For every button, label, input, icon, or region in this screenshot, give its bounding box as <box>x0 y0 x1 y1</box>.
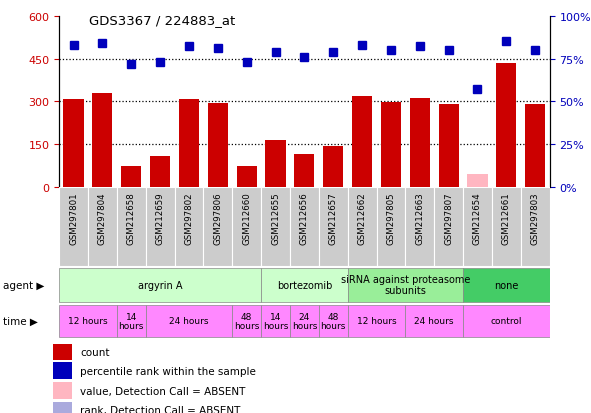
Text: GDS3367 / 224883_at: GDS3367 / 224883_at <box>89 14 235 27</box>
Text: GSM297805: GSM297805 <box>387 192 395 244</box>
FancyBboxPatch shape <box>59 188 88 266</box>
FancyBboxPatch shape <box>261 188 290 266</box>
Text: value, Detection Call = ABSENT: value, Detection Call = ABSENT <box>80 386 245 396</box>
FancyBboxPatch shape <box>232 305 261 337</box>
Bar <box>207 104 228 188</box>
Text: rank, Detection Call = ABSENT: rank, Detection Call = ABSENT <box>80 405 241 413</box>
Text: GSM212661: GSM212661 <box>502 192 511 244</box>
FancyBboxPatch shape <box>348 268 463 302</box>
FancyBboxPatch shape <box>463 188 492 266</box>
FancyBboxPatch shape <box>88 188 117 266</box>
FancyBboxPatch shape <box>261 305 290 337</box>
Bar <box>410 99 430 188</box>
Text: 48
hours: 48 hours <box>320 312 346 330</box>
Text: 24
hours: 24 hours <box>292 312 317 330</box>
Text: 24 hours: 24 hours <box>414 317 454 325</box>
Text: none: none <box>494 280 518 290</box>
Text: GSM297802: GSM297802 <box>184 192 193 244</box>
FancyBboxPatch shape <box>492 188 521 266</box>
FancyBboxPatch shape <box>117 305 145 337</box>
Text: 14
hours: 14 hours <box>119 312 144 330</box>
FancyBboxPatch shape <box>319 188 348 266</box>
Text: agent ▶: agent ▶ <box>3 280 44 290</box>
Text: 48
hours: 48 hours <box>234 312 259 330</box>
Text: GSM212657: GSM212657 <box>329 192 337 244</box>
Bar <box>236 166 256 188</box>
FancyBboxPatch shape <box>463 305 550 337</box>
Text: GSM212655: GSM212655 <box>271 192 280 244</box>
Text: GSM297801: GSM297801 <box>69 192 78 244</box>
Text: GSM212662: GSM212662 <box>358 192 366 244</box>
Text: GSM212658: GSM212658 <box>126 192 136 244</box>
Bar <box>323 147 343 188</box>
FancyBboxPatch shape <box>290 188 319 266</box>
Bar <box>92 94 112 188</box>
Text: siRNA against proteasome
subunits: siRNA against proteasome subunits <box>340 274 470 296</box>
Text: count: count <box>80 347 109 357</box>
Bar <box>53 402 72 413</box>
Text: GSM212660: GSM212660 <box>242 192 251 244</box>
FancyBboxPatch shape <box>145 305 232 337</box>
FancyBboxPatch shape <box>290 305 319 337</box>
FancyBboxPatch shape <box>117 188 145 266</box>
Bar <box>496 64 517 188</box>
Text: GSM212656: GSM212656 <box>300 192 309 244</box>
FancyBboxPatch shape <box>405 305 463 337</box>
Bar <box>53 382 72 399</box>
FancyBboxPatch shape <box>405 188 434 266</box>
FancyBboxPatch shape <box>59 305 117 337</box>
FancyBboxPatch shape <box>203 188 232 266</box>
Text: 12 hours: 12 hours <box>357 317 397 325</box>
Bar <box>121 166 141 188</box>
Text: control: control <box>491 317 522 325</box>
Text: 12 hours: 12 hours <box>68 317 108 325</box>
Bar <box>439 104 459 188</box>
Bar <box>53 344 72 360</box>
FancyBboxPatch shape <box>521 188 550 266</box>
Bar <box>53 363 72 379</box>
Text: GSM297803: GSM297803 <box>531 192 540 244</box>
Text: GSM297807: GSM297807 <box>444 192 453 244</box>
Text: bortezomib: bortezomib <box>277 280 332 290</box>
Text: percentile rank within the sample: percentile rank within the sample <box>80 366 256 375</box>
FancyBboxPatch shape <box>463 268 550 302</box>
FancyBboxPatch shape <box>348 188 376 266</box>
Text: GSM297806: GSM297806 <box>213 192 222 244</box>
FancyBboxPatch shape <box>145 188 174 266</box>
Bar <box>265 141 285 188</box>
Text: 24 hours: 24 hours <box>169 317 209 325</box>
Bar <box>63 100 84 188</box>
FancyBboxPatch shape <box>376 188 405 266</box>
FancyBboxPatch shape <box>59 268 261 302</box>
Bar <box>381 103 401 188</box>
Bar <box>150 157 170 188</box>
FancyBboxPatch shape <box>319 305 348 337</box>
Text: 14
hours: 14 hours <box>263 312 288 330</box>
FancyBboxPatch shape <box>434 188 463 266</box>
Text: GSM212659: GSM212659 <box>155 192 164 244</box>
FancyBboxPatch shape <box>232 188 261 266</box>
Text: GSM212654: GSM212654 <box>473 192 482 244</box>
Bar <box>467 175 488 188</box>
Text: GSM297804: GSM297804 <box>98 192 107 244</box>
Text: GSM212663: GSM212663 <box>415 192 424 244</box>
FancyBboxPatch shape <box>348 305 405 337</box>
Bar <box>525 105 545 188</box>
FancyBboxPatch shape <box>174 188 203 266</box>
Text: time ▶: time ▶ <box>3 316 38 326</box>
Bar <box>352 97 372 188</box>
Bar <box>294 155 314 188</box>
Bar <box>179 100 199 188</box>
Text: argyrin A: argyrin A <box>138 280 183 290</box>
FancyBboxPatch shape <box>261 268 348 302</box>
